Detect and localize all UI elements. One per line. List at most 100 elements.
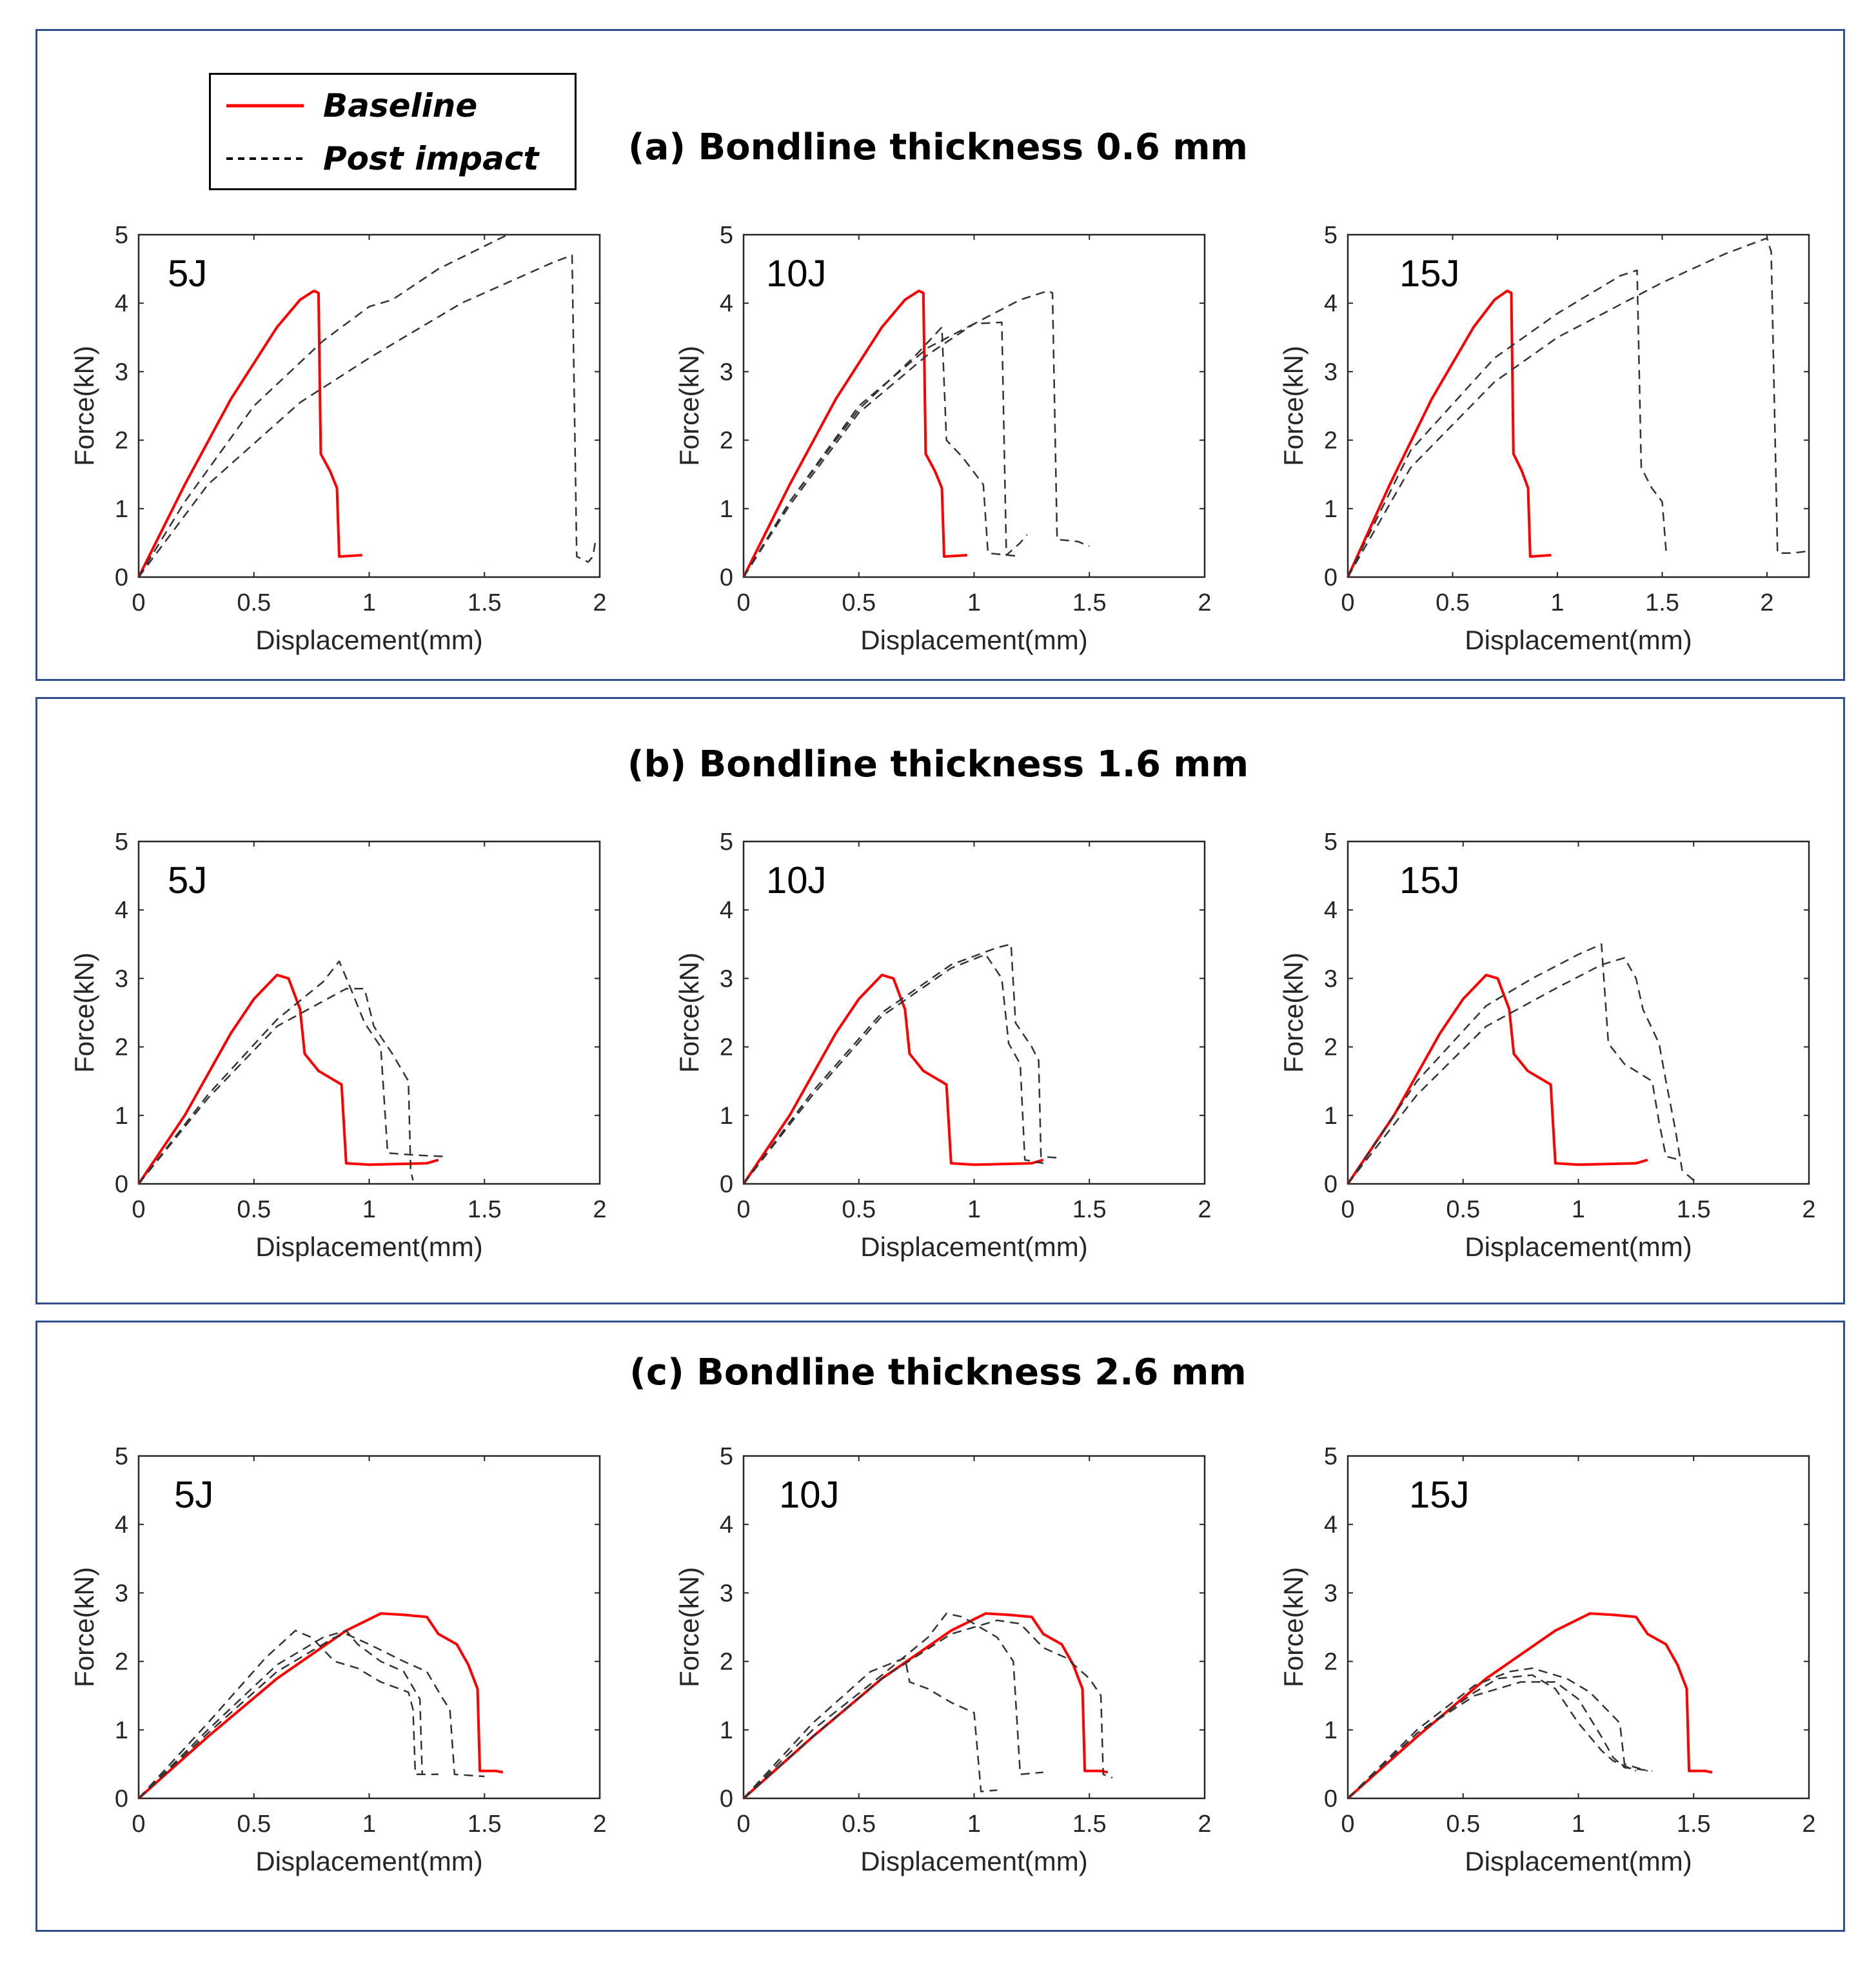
chart-b-15J: 0 0.5 1 1.5 2 0 1 2 3 4 5 Displacement(mm) Force(kN)… [1278, 829, 1816, 1262]
x-tick-label: 2 [1198, 1196, 1211, 1223]
y-tick-label: 5 [720, 829, 733, 856]
legend-item-baseline: Baseline [226, 86, 477, 125]
x-tick-label: 1 [967, 1196, 981, 1223]
x-tick-label: 1 [362, 589, 376, 616]
post-impact-series-line [742, 321, 1028, 578]
axes-box [137, 840, 601, 1185]
post-impact-series-line [1347, 1674, 1637, 1799]
y-tick-label: 3 [1324, 359, 1338, 386]
post-impact-series-line [138, 960, 443, 1185]
legend-item-post-impact: Post impact [226, 139, 538, 178]
legend: Baseline Post impact [209, 73, 577, 190]
x-tick-label: 2 [593, 589, 606, 616]
x-tick-label: 0 [132, 589, 145, 616]
x-tick-label: 0.5 [1446, 1196, 1480, 1223]
y-tick-label: 1 [115, 496, 128, 523]
y-tick-label: 0 [720, 1785, 733, 1813]
x-axis-label: Displacement(mm) [255, 625, 482, 655]
y-tick-label: 2 [720, 1034, 733, 1061]
y-tick-label: 2 [720, 1649, 733, 1676]
y-tick-label: 5 [720, 222, 733, 249]
baseline-series-line [1347, 290, 1552, 578]
post-impact-series-line [138, 1629, 423, 1799]
x-tick-label: 2 [593, 1811, 606, 1838]
x-tick-label: 0.5 [842, 589, 876, 616]
panel-title-c: (c) Bondline thickness 2.6 mm [629, 1352, 1247, 1393]
energy-label: 10J [766, 860, 827, 901]
energy-label: 15J [1399, 860, 1460, 901]
x-tick-label: 0.5 [1436, 589, 1470, 616]
y-tick-label: 2 [115, 1034, 128, 1061]
legend-label-baseline: Baseline [323, 87, 478, 124]
baseline-series-line [1347, 1612, 1713, 1800]
y-tick-label: 2 [1324, 1034, 1338, 1061]
post-impact-series-line [742, 290, 1090, 578]
y-tick-label: 1 [720, 1717, 733, 1744]
baseline-line-icon [226, 104, 304, 108]
post-impact-series-line [1347, 269, 1668, 578]
y-tick-label: 4 [115, 897, 128, 924]
post-impact-series-line [743, 1619, 1113, 1799]
x-axis-label: Displacement(mm) [1465, 1846, 1692, 1876]
x-tick-label: 0 [132, 1811, 145, 1838]
y-axis-label: Force(kN) [1278, 952, 1308, 1073]
y-tick-label: 3 [720, 359, 733, 386]
x-tick-label: 1.5 [468, 1811, 502, 1838]
post-impact-series-line [1347, 943, 1681, 1185]
x-tick-label: 1 [362, 1811, 376, 1838]
baseline-series-line [137, 974, 439, 1185]
y-tick-label: 1 [115, 1717, 128, 1744]
chart-b-5J: 0 0.5 1 1.5 2 0 1 2 3 4 5 Displacement(mm) Force(kN)… [69, 829, 607, 1262]
post-impact-series-line [743, 1657, 998, 1799]
chart-a-15J: 0 0.5 1 1.5 2 0 1 2 3 4 5 Displacement(mm) Force(kN)… [1278, 222, 1810, 655]
x-tick-label: 1 [967, 1811, 981, 1838]
post-impact-series-line [1347, 1667, 1648, 1799]
energy-label: 5J [168, 860, 207, 901]
axes-box [1347, 233, 1810, 578]
y-tick-label: 1 [720, 1103, 733, 1130]
y-tick-label: 4 [1324, 290, 1338, 317]
x-tick-label: 0 [736, 1811, 750, 1838]
y-tick-label: 1 [1324, 1717, 1338, 1744]
energy-label: 5J [168, 253, 207, 295]
baseline-series-line [742, 974, 1044, 1185]
x-tick-label: 1.5 [1072, 1811, 1107, 1838]
x-axis-label: Displacement(mm) [860, 1232, 1087, 1262]
post-impact-series-line [743, 1613, 1043, 1799]
y-tick-label: 5 [115, 829, 128, 856]
panel-title-b: (b) Bondline thickness 1.6 mm [627, 743, 1249, 785]
x-tick-label: 1.5 [1677, 1811, 1711, 1838]
chart-b-10J: 0 0.5 1 1.5 2 0 1 2 3 4 5 Displacement(mm) Force(kN)… [674, 829, 1212, 1262]
energy-label: 5J [174, 1474, 213, 1516]
post-impact-series-line [137, 233, 508, 578]
y-tick-label: 2 [1324, 428, 1338, 455]
baseline-series-line [742, 290, 967, 578]
y-axis-label: Force(kN) [1278, 346, 1308, 466]
y-tick-label: 1 [115, 1103, 128, 1130]
energy-label: 15J [1409, 1474, 1470, 1516]
x-tick-label: 1.5 [468, 589, 502, 616]
y-tick-label: 3 [1324, 1580, 1338, 1607]
x-tick-label: 0 [1341, 1196, 1354, 1223]
y-tick-label: 0 [1324, 1785, 1338, 1813]
y-tick-label: 3 [115, 1580, 128, 1607]
y-tick-label: 4 [720, 1511, 733, 1538]
y-tick-label: 5 [115, 222, 128, 249]
post-impact-line-icon [226, 157, 304, 160]
legend-label-post-impact: Post impact [323, 140, 539, 177]
x-tick-label: 0 [1341, 1811, 1354, 1838]
x-tick-label: 0 [132, 1196, 145, 1223]
x-tick-label: 1 [1550, 589, 1564, 616]
x-tick-label: 0.5 [237, 1811, 271, 1838]
x-tick-label: 2 [1198, 1811, 1211, 1838]
x-tick-label: 0.5 [842, 1811, 876, 1838]
x-tick-label: 0 [736, 1196, 750, 1223]
x-tick-label: 0 [1341, 589, 1354, 616]
x-tick-label: 1.5 [468, 1196, 502, 1223]
y-tick-label: 0 [1324, 564, 1338, 591]
y-tick-label: 1 [720, 496, 733, 523]
post-impact-series-line [1347, 1681, 1653, 1799]
chart-c-15J: 0 0.5 1 1.5 2 0 1 2 3 4 5 Displacement(mm) Force(kN)… [1278, 1443, 1816, 1876]
x-axis-label: Displacement(mm) [255, 1232, 482, 1262]
y-tick-label: 0 [1324, 1171, 1338, 1198]
